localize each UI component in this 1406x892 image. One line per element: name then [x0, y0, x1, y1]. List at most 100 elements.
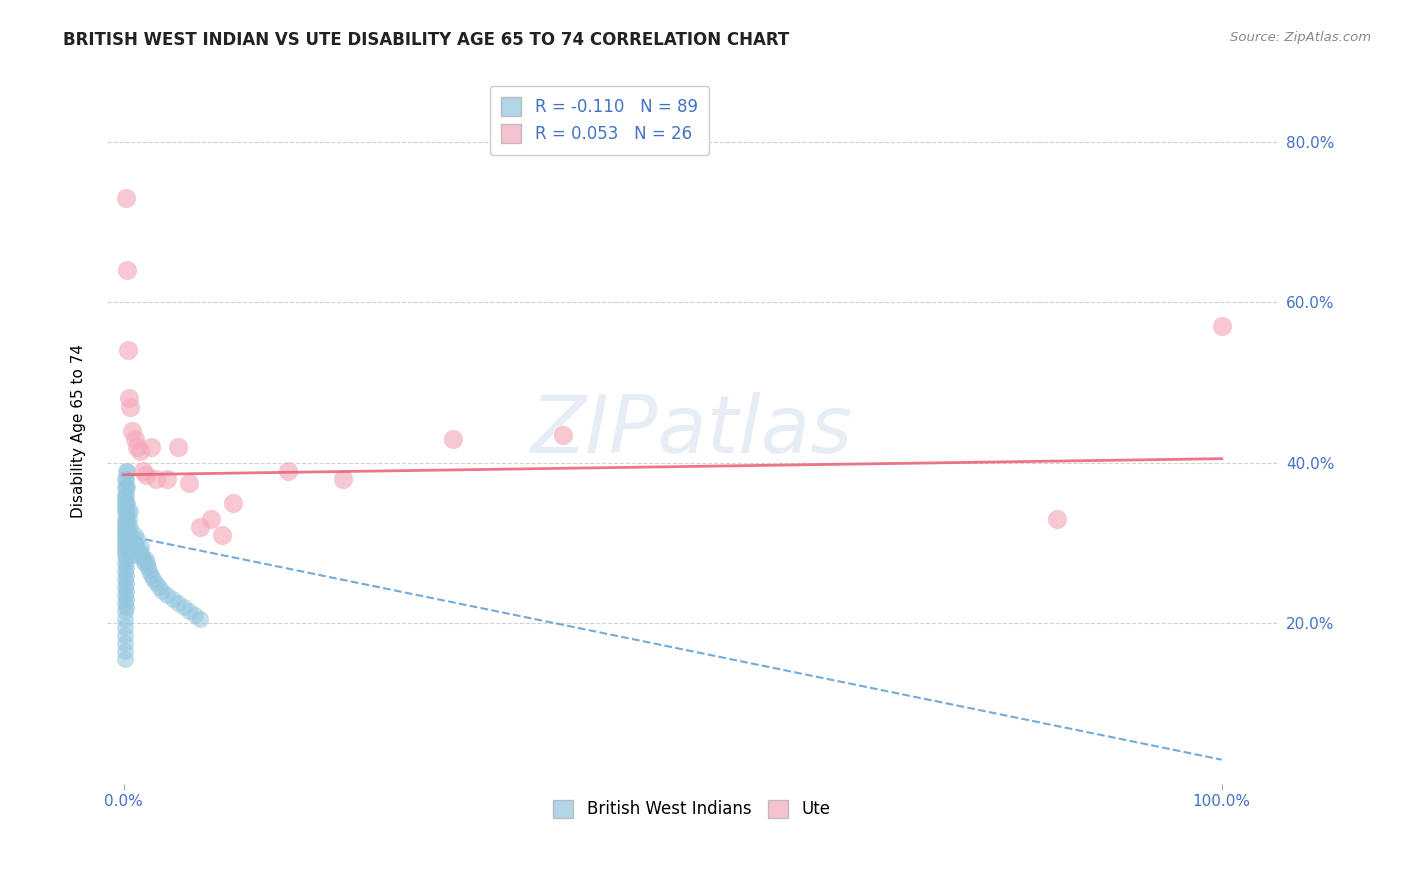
Point — [136, 560, 159, 574]
Point — [139, 568, 162, 582]
Point — [173, 600, 195, 615]
Point — [125, 532, 148, 546]
Point — [332, 472, 354, 486]
Point — [114, 504, 136, 518]
Point — [190, 520, 212, 534]
Point — [114, 500, 136, 514]
Point — [114, 520, 136, 534]
Point — [148, 580, 170, 594]
Point — [138, 564, 160, 578]
Point — [114, 612, 136, 626]
Point — [114, 604, 136, 618]
Point — [179, 475, 201, 490]
Point — [114, 504, 136, 518]
Point — [114, 580, 136, 594]
Point — [145, 576, 167, 591]
Text: BRITISH WEST INDIAN VS UTE DISABILITY AGE 65 TO 74 CORRELATION CHART: BRITISH WEST INDIAN VS UTE DISABILITY AG… — [63, 31, 790, 49]
Point — [134, 467, 156, 482]
Point — [114, 516, 136, 530]
Point — [114, 620, 136, 634]
Point — [114, 480, 136, 494]
Point — [162, 592, 184, 607]
Point — [135, 556, 157, 570]
Point — [114, 524, 136, 538]
Point — [114, 584, 136, 599]
Point — [211, 528, 233, 542]
Point — [114, 636, 136, 650]
Point — [156, 588, 179, 602]
Point — [115, 544, 138, 558]
Point — [121, 424, 143, 438]
Point — [114, 564, 136, 578]
Point — [117, 536, 139, 550]
Point — [114, 548, 136, 562]
Point — [114, 576, 136, 591]
Point — [114, 532, 136, 546]
Point — [129, 544, 152, 558]
Point — [114, 464, 136, 478]
Point — [441, 432, 464, 446]
Legend: British West Indians, Ute: British West Indians, Ute — [547, 793, 837, 825]
Text: ZIPatlas: ZIPatlas — [530, 392, 853, 469]
Point — [114, 496, 136, 510]
Point — [114, 536, 136, 550]
Point — [184, 608, 207, 623]
Point — [114, 520, 136, 534]
Point — [114, 512, 136, 526]
Point — [114, 556, 136, 570]
Point — [114, 536, 136, 550]
Point — [145, 472, 167, 486]
Point — [114, 600, 136, 615]
Text: Source: ZipAtlas.com: Source: ZipAtlas.com — [1230, 31, 1371, 45]
Point — [277, 464, 299, 478]
Point — [115, 528, 138, 542]
Point — [114, 652, 136, 666]
Point — [118, 512, 141, 526]
Point — [1211, 319, 1233, 334]
Point — [114, 544, 136, 558]
Point — [114, 592, 136, 607]
Point — [114, 528, 136, 542]
Point — [115, 496, 138, 510]
Point — [179, 604, 201, 618]
Point — [129, 443, 152, 458]
Point — [142, 572, 165, 586]
Point — [114, 488, 136, 502]
Point — [114, 596, 136, 610]
Point — [117, 520, 139, 534]
Point — [132, 464, 155, 478]
Point — [124, 540, 146, 554]
Point — [122, 548, 145, 562]
Point — [134, 556, 156, 570]
Point — [114, 480, 136, 494]
Point — [118, 528, 141, 542]
Point — [114, 568, 136, 582]
Point — [132, 552, 155, 566]
Point — [114, 472, 136, 486]
Point — [114, 560, 136, 574]
Point — [114, 512, 136, 526]
Point — [1046, 512, 1069, 526]
Point — [127, 548, 149, 562]
Point — [115, 464, 138, 478]
Point — [167, 440, 190, 454]
Point — [156, 472, 179, 486]
Point — [134, 552, 156, 566]
Point — [120, 520, 142, 534]
Point — [222, 496, 245, 510]
Point — [114, 552, 136, 566]
Point — [129, 540, 152, 554]
Y-axis label: Disability Age 65 to 74: Disability Age 65 to 74 — [72, 343, 86, 517]
Point — [114, 572, 136, 586]
Point — [114, 472, 136, 486]
Point — [114, 540, 136, 554]
Point — [114, 528, 136, 542]
Point — [115, 263, 138, 277]
Point — [120, 532, 142, 546]
Point — [121, 540, 143, 554]
Point — [124, 432, 146, 446]
Point — [115, 480, 138, 494]
Point — [139, 440, 162, 454]
Point — [114, 191, 136, 205]
Point — [118, 392, 141, 406]
